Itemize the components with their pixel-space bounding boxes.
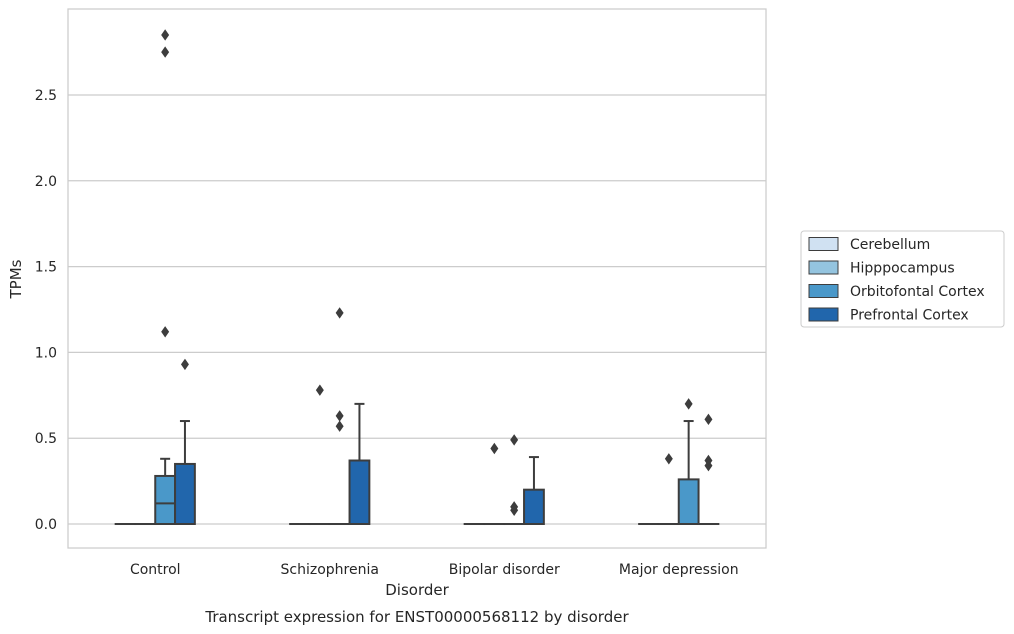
outlier-point: [335, 420, 344, 432]
box-prefrontal-cortex: [174, 420, 196, 526]
x-tick-label: Schizophrenia: [281, 562, 379, 578]
outlier-point: [490, 442, 499, 455]
legend-label: Hipppocampus: [850, 261, 955, 277]
y-tick-label: 2.0: [35, 174, 57, 190]
outlier-point: [510, 434, 519, 446]
legend-label: Prefrontal Cortex: [850, 308, 969, 324]
x-tick-label: Control: [130, 562, 181, 578]
box-prefrontal-cortex: [348, 402, 371, 525]
outlier-point: [161, 326, 170, 338]
chart-caption: Transcript expression for ENST0000056811…: [204, 608, 629, 626]
legend-swatch: [808, 260, 839, 275]
outlier-markers: [161, 29, 713, 516]
y-axis-title: TPMs: [7, 259, 25, 299]
y-tick-label: 0.5: [35, 431, 57, 447]
outlier-point: [161, 29, 170, 41]
x-axis-title: Disorder: [385, 581, 449, 599]
legend: Cerebellum Hipppocampus Orbitofontal Corte…: [800, 230, 1005, 328]
outlier-point: [161, 46, 170, 58]
outlier-point: [704, 454, 713, 467]
outlier-point: [510, 501, 519, 513]
box-orbitofontal-cortex: [677, 420, 700, 526]
box-body: [154, 474, 177, 525]
y-tick-label: 2.5: [35, 88, 57, 104]
outlier-point: [315, 384, 324, 396]
y-tick-label: 1.0: [35, 345, 57, 361]
legend-frame: [800, 230, 1005, 328]
y-tick-label: 1.5: [35, 260, 57, 276]
outlier-point: [180, 358, 189, 371]
legend-swatch: [808, 237, 839, 251]
legend-label: Cerebellum: [850, 237, 930, 253]
plot-frame: [67, 8, 767, 549]
outlier-point: [704, 413, 713, 426]
legend-swatch: [808, 284, 839, 298]
box-orbitofontal-cortex: [154, 457, 177, 525]
box-body: [348, 459, 371, 525]
outlier-point: [664, 453, 673, 465]
x-tick-label: Major depression: [619, 562, 739, 578]
box-body: [174, 462, 196, 526]
outlier-point: [335, 410, 344, 422]
legend-label: Orbitofontal Cortex: [850, 284, 985, 300]
box-body: [677, 478, 700, 526]
x-tick-labels: Control Schizophrenia Bipolar disorder Majo…: [130, 562, 739, 578]
x-tick-label: Bipolar disorder: [449, 562, 560, 578]
y-tick-labels: 0.0 0.5 1.0 1.5 2.0 2.5: [35, 88, 57, 533]
outlier-point: [335, 307, 344, 319]
outlier-point: [684, 398, 693, 410]
y-tick-label: 0.0: [35, 517, 57, 533]
box-prefrontal-cortex: [523, 456, 545, 525]
box-groups: [114, 402, 720, 526]
legend-swatch: [808, 307, 839, 322]
box-body: [523, 488, 545, 525]
gridlines: [68, 94, 766, 525]
